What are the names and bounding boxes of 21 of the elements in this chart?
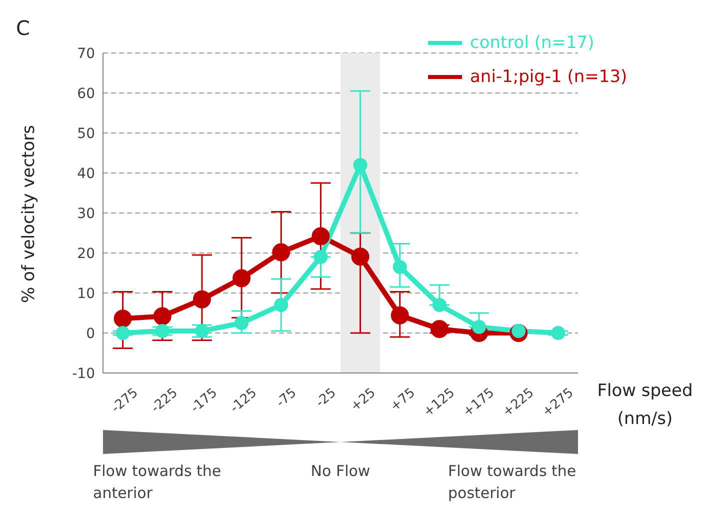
- text: No Flow: [310, 461, 372, 482]
- y-tick-label: 40: [77, 166, 95, 182]
- x-tick-label: -25: [313, 386, 340, 411]
- y-tick-label: 60: [77, 86, 95, 102]
- y-tick-label: 50: [77, 126, 95, 142]
- chart-title: C: [16, 16, 30, 40]
- y-tick-label: 20: [77, 246, 95, 262]
- y-tick-label: 10: [77, 286, 95, 302]
- legend-label: ani-1;pig-1 (n=13): [470, 66, 628, 89]
- legend-label: control (n=17): [470, 32, 594, 55]
- x-tick-label: +25: [348, 386, 379, 415]
- y-tick-label: -10: [72, 366, 95, 382]
- x-tick-label: +75: [388, 386, 418, 415]
- y-tick-label: 70: [77, 46, 95, 62]
- text: Flow towards the posterior: [448, 461, 578, 504]
- x-axis-title: Flow speed (nm/s): [596, 380, 694, 431]
- x-tick-label: -75: [274, 386, 300, 411]
- y-tick-label: 0: [86, 326, 95, 342]
- y-axis-title: % of velocity vectors: [19, 124, 40, 303]
- text: Flow towards the anterior: [93, 461, 222, 504]
- y-tick-label: 30: [77, 206, 95, 222]
